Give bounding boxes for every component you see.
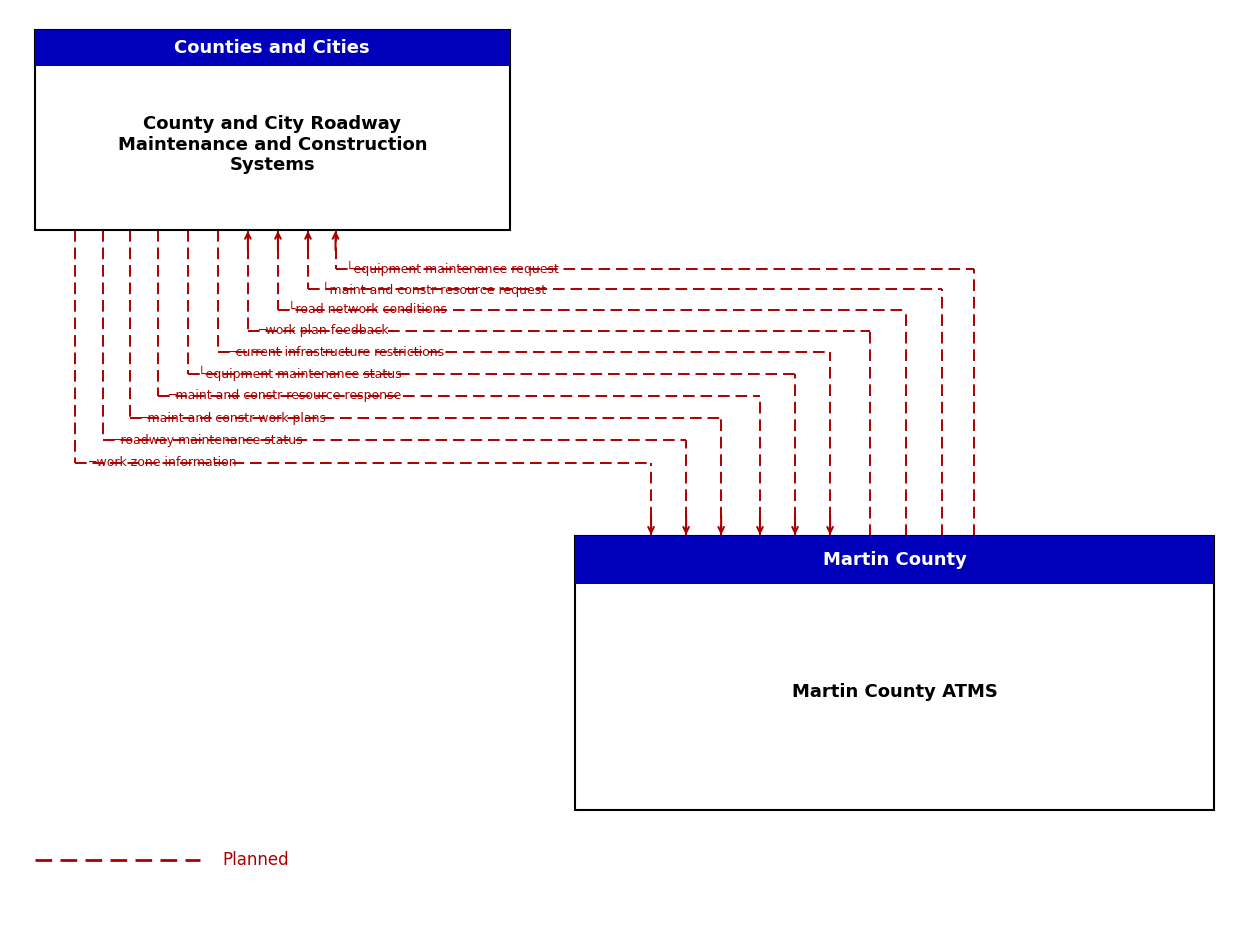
Text: ─maint and constr resource response: ─maint and constr resource response (168, 389, 401, 402)
Text: Planned: Planned (223, 851, 289, 870)
Text: └road network conditions: └road network conditions (288, 303, 447, 316)
Text: Martin County ATMS: Martin County ATMS (791, 683, 998, 702)
Text: County and City Roadway
Maintenance and Construction
Systems: County and City Roadway Maintenance and … (118, 115, 427, 174)
Text: ─roadway maintenance status: ─roadway maintenance status (113, 434, 302, 447)
Bar (575, 536, 1214, 584)
Text: └equipment maintenance request: └equipment maintenance request (346, 261, 558, 276)
Bar (35, 30, 510, 230)
Bar (575, 536, 1214, 810)
Text: └equipment maintenance status: └equipment maintenance status (198, 366, 402, 381)
Text: Martin County: Martin County (823, 551, 967, 569)
Text: └maint and constr resource request: └maint and constr resource request (318, 282, 546, 297)
Bar (35, 30, 510, 66)
Text: ─work zone information: ─work zone information (85, 456, 237, 469)
Text: ─work plan feedback: ─work plan feedback (258, 324, 388, 337)
Text: ─maint and constr work plans: ─maint and constr work plans (140, 412, 327, 425)
Text: Counties and Cities: Counties and Cities (174, 39, 371, 57)
Text: ─current infrastructure restrictions: ─current infrastructure restrictions (228, 346, 444, 359)
